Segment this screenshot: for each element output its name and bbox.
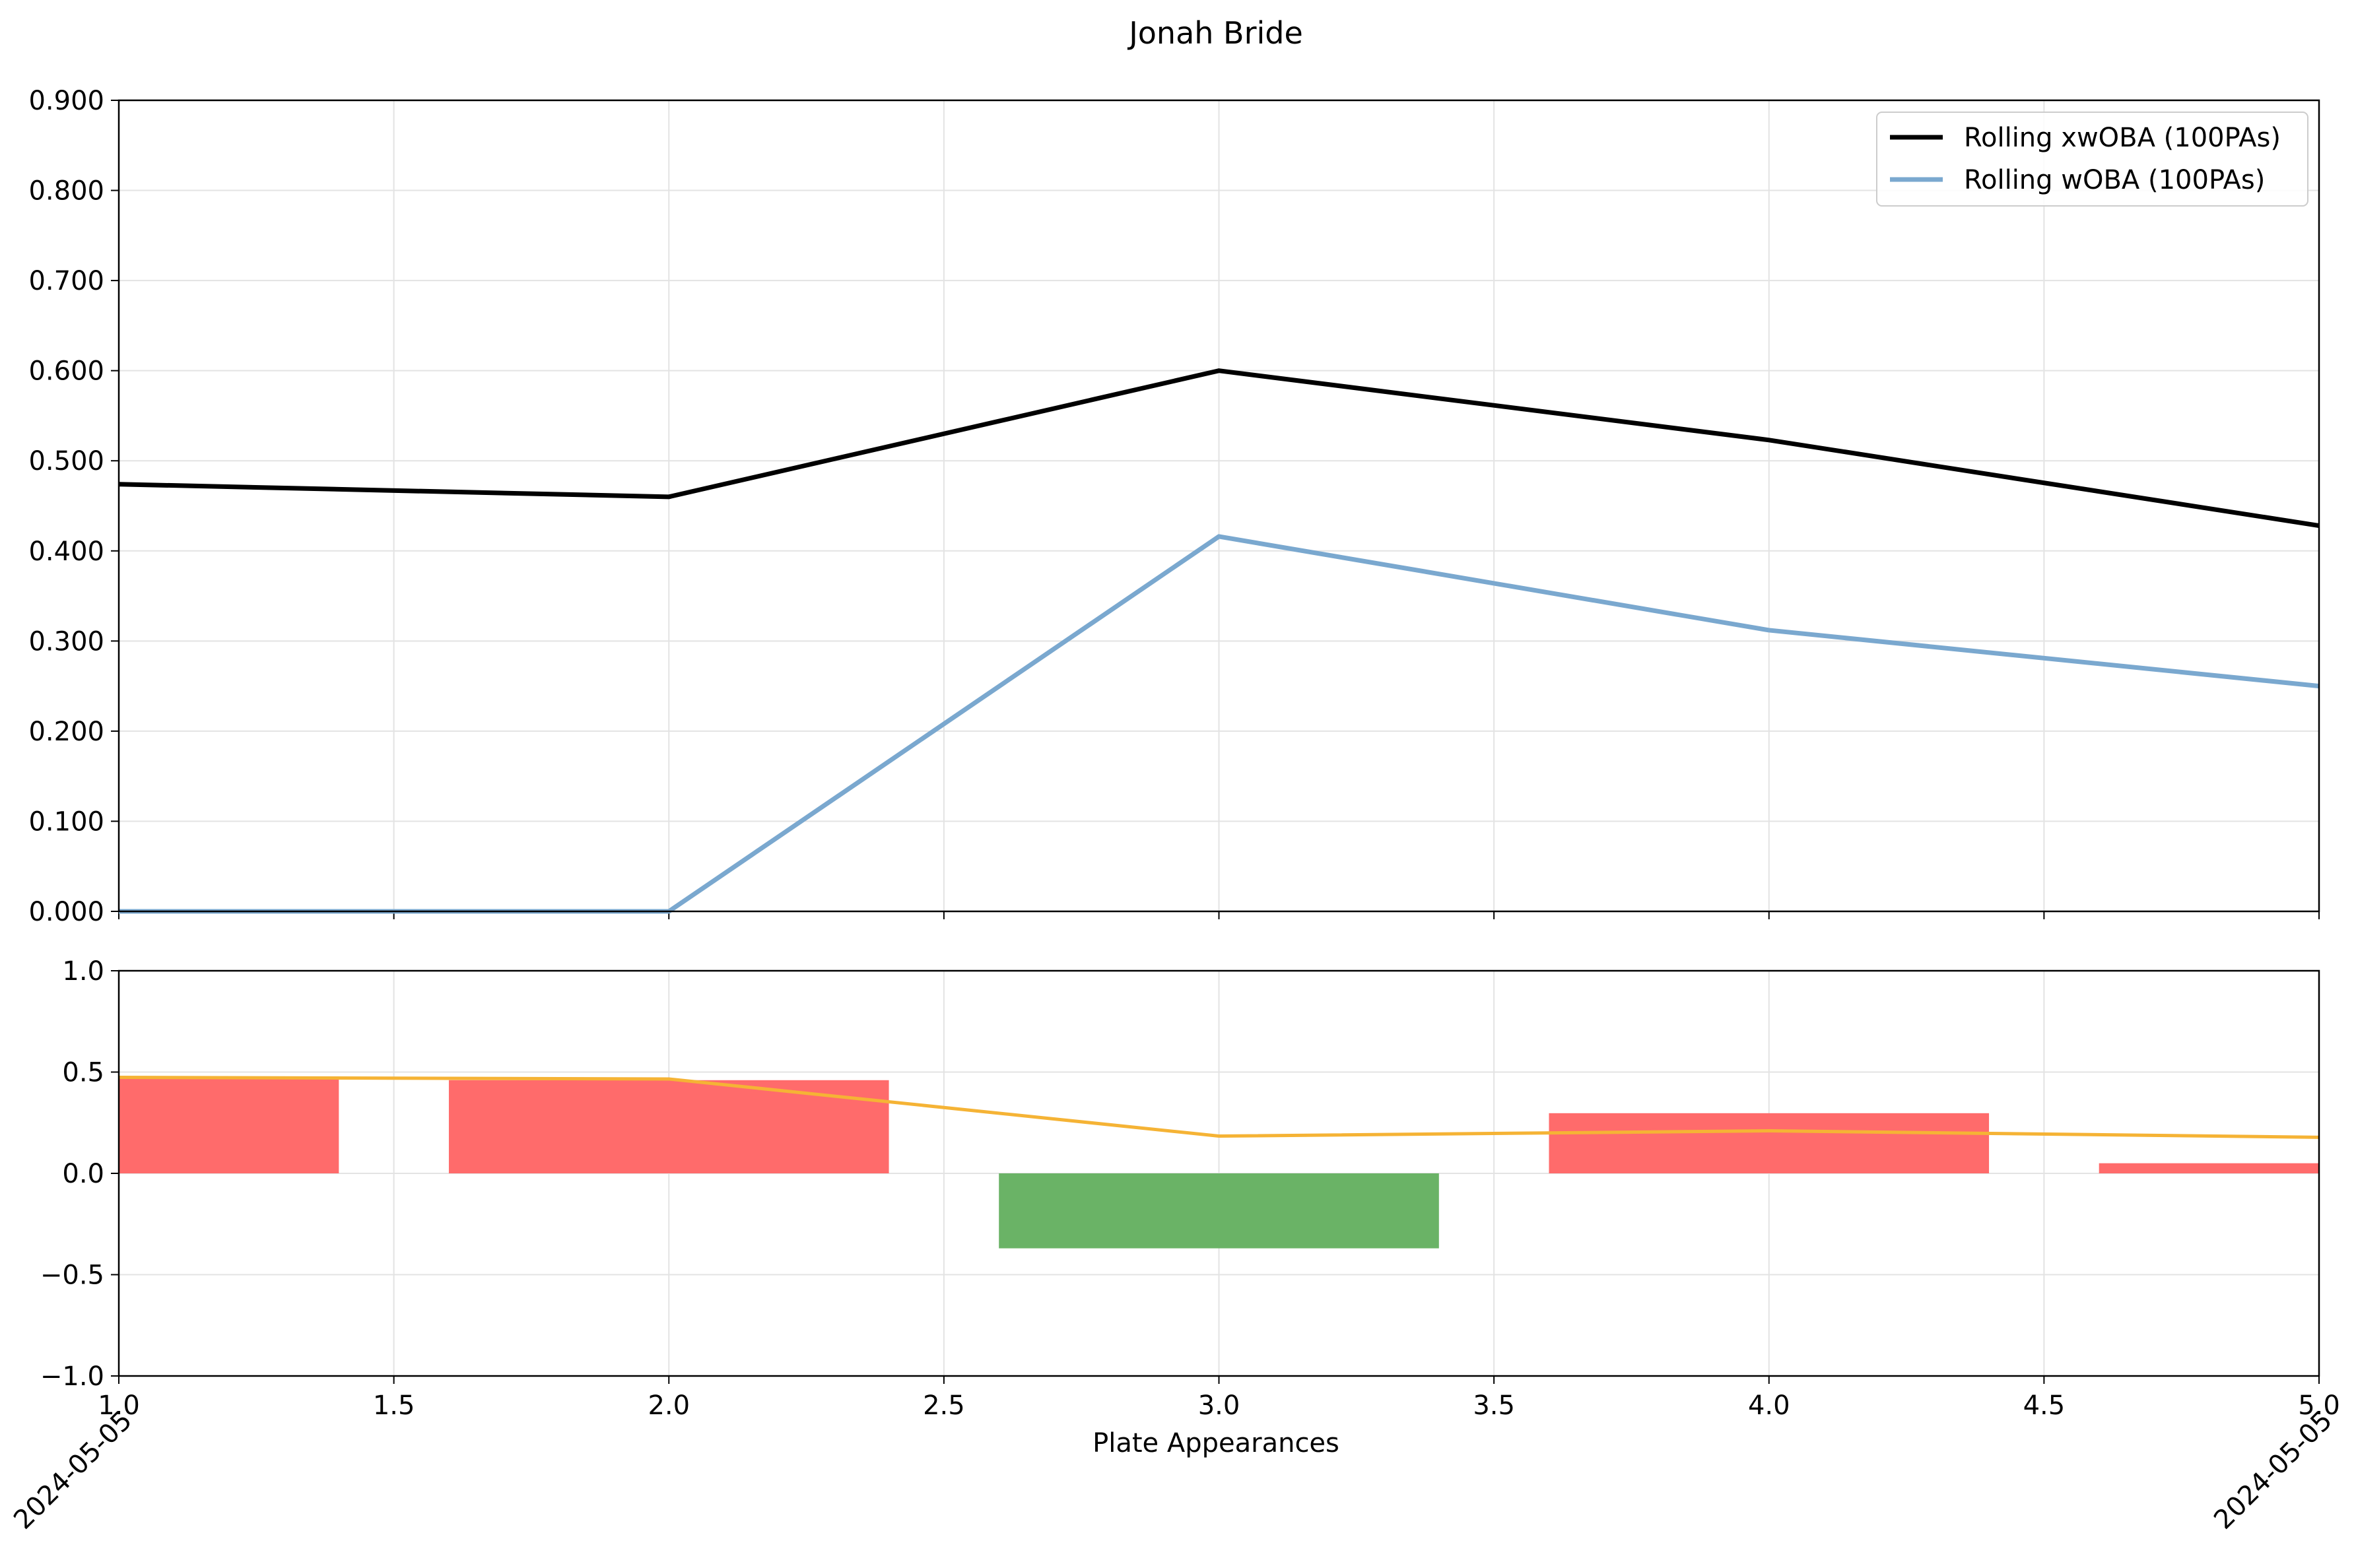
y-tick-label: 0.300 xyxy=(28,626,104,657)
y-tick-label: −1.0 xyxy=(40,1361,104,1392)
bar-3 xyxy=(999,1173,1439,1249)
x-tick-label: 2.0 xyxy=(648,1390,690,1421)
x-tick-label: 2.5 xyxy=(923,1390,965,1421)
y-tick-label: 0.200 xyxy=(28,717,104,747)
bottom-plot-area xyxy=(119,1075,2319,1249)
y-tick-label: 0.0 xyxy=(62,1159,104,1189)
x-tick-label: 1.5 xyxy=(373,1390,415,1421)
legend-box xyxy=(1876,112,2308,207)
x-tick-label: 3.5 xyxy=(1473,1390,1515,1421)
y-tick-label: 0.600 xyxy=(28,356,104,387)
x-tick-label: 1.0 xyxy=(98,1390,140,1421)
top-axes-frame xyxy=(118,99,2320,913)
y-tick-label: 0.100 xyxy=(28,806,104,837)
legend-label-1: Rolling xwOBA (100PAs) xyxy=(1964,123,2281,153)
chart-title: Jonah Bride xyxy=(1127,15,1303,51)
x-tick-label: 5.0 xyxy=(2298,1390,2340,1421)
bar-4 xyxy=(1549,1113,1990,1173)
y-tick-label: 0.700 xyxy=(28,266,104,296)
y-tick-label: 1.0 xyxy=(62,956,104,987)
y-tick-label: 0.000 xyxy=(28,897,104,927)
legend-label-2: Rolling wOBA (100PAs) xyxy=(1964,165,2265,195)
y-tick-label: 0.900 xyxy=(28,86,104,116)
legend: Rolling xwOBA (100PAs) Rolling wOBA (100P… xyxy=(1876,112,2308,207)
bar-1 xyxy=(119,1077,339,1173)
top-panel: 0.000 0.100 0.200 0.300 0.400 0.500 0.600 0.700… xyxy=(28,86,2320,927)
y-tick-label: 0.5 xyxy=(62,1058,104,1088)
series-line-1 xyxy=(118,368,2320,529)
difference-line xyxy=(119,1075,2319,1139)
bar-5 xyxy=(2099,1163,2319,1173)
y-tick-label: 0.800 xyxy=(28,176,104,207)
x-tick-label: 4.0 xyxy=(1748,1390,1790,1421)
date-label-1: 2024-05-05 xyxy=(8,1406,138,1536)
y-tick-label: 0.500 xyxy=(28,446,104,476)
y-tick-label: −0.5 xyxy=(40,1260,104,1291)
x-axis-label: Plate Appearances xyxy=(1093,1428,1339,1458)
bottom-axes-frame xyxy=(118,969,2320,1377)
date-label-2: 2024-05-05 xyxy=(2208,1406,2338,1536)
x-tick-label: 4.5 xyxy=(2023,1390,2066,1421)
y-tick-label: 0.400 xyxy=(28,537,104,567)
x-tick-label: 3.0 xyxy=(1198,1390,1240,1421)
